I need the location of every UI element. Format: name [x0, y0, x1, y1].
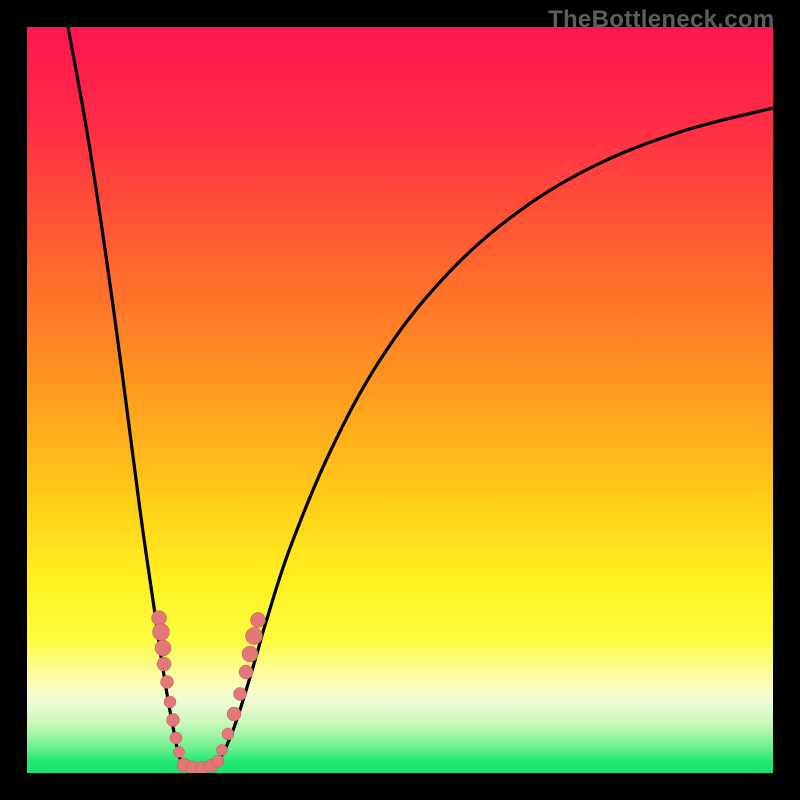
frame-border	[0, 0, 27, 800]
marker-left	[153, 624, 170, 641]
marker-left	[170, 732, 182, 744]
frame-border	[773, 0, 800, 800]
chart-root: TheBottleneck.com	[0, 0, 800, 800]
marker-left	[164, 696, 176, 708]
watermark-text: TheBottleneck.com	[548, 6, 774, 34]
marker-left	[174, 747, 185, 758]
marker-right	[242, 646, 258, 662]
marker-right	[217, 745, 228, 756]
plot-area	[27, 27, 773, 775]
marker-right	[227, 707, 241, 721]
marker-right	[239, 665, 253, 679]
marker-right	[234, 688, 247, 701]
marker-right	[246, 628, 263, 645]
marker-left	[167, 714, 180, 727]
marker-left	[157, 657, 171, 671]
marker-left	[152, 611, 167, 626]
marker-left	[155, 640, 171, 656]
marker-left	[161, 676, 174, 689]
marker-right	[222, 728, 234, 740]
frame-border	[0, 773, 800, 800]
chart-svg	[0, 0, 800, 800]
marker-right	[251, 613, 266, 628]
marker-bottom	[212, 755, 224, 767]
